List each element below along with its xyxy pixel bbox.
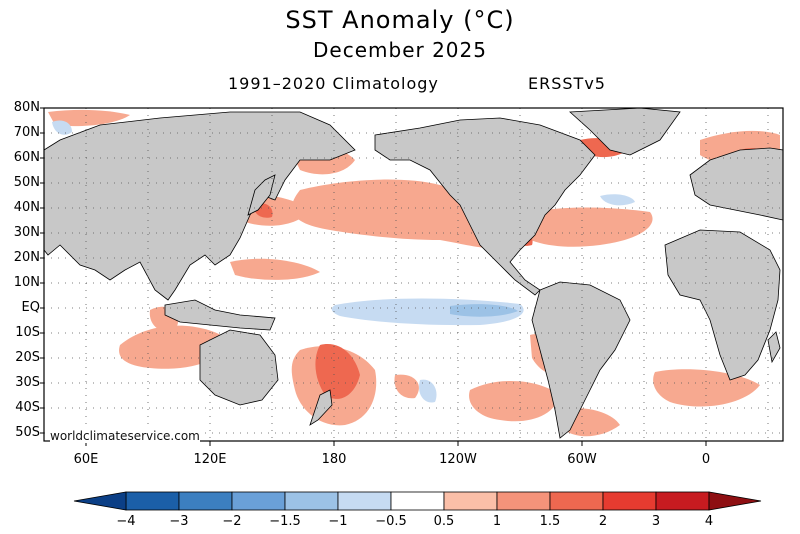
lat-label-20s: 20S	[15, 350, 40, 365]
eurasia	[43, 111, 356, 301]
maritime-continent	[164, 299, 276, 331]
colorbar-swatch	[231, 491, 286, 511]
north-america	[374, 117, 596, 296]
lat-label-10s: 10S	[15, 325, 40, 340]
madagascar	[767, 331, 781, 364]
colorbar-swatch	[178, 491, 233, 511]
dataset-label: ERSSTv5	[528, 74, 606, 93]
lon-label-60e: 60E	[73, 452, 99, 467]
new-zealand	[309, 389, 333, 426]
colorbar-label: −4	[116, 514, 136, 529]
colorbar-label: −2	[222, 514, 242, 529]
lat-label-30s: 30S	[15, 375, 40, 390]
axis-ticks	[40, 107, 707, 446]
map-subtitle: December 2025	[313, 38, 487, 62]
colorbar-high-arrow	[708, 491, 762, 511]
lat-label-50n: 50N	[13, 175, 40, 190]
map-frame	[43, 107, 784, 442]
colorbar-swatch	[284, 491, 339, 511]
lat-label-30n: 30N	[13, 225, 40, 240]
lat-label-60n: 60N	[13, 150, 40, 165]
lat-label-40n: 40N	[13, 200, 40, 215]
colorbar-low-arrow	[73, 491, 127, 511]
africa	[664, 229, 781, 381]
colorbar-swatch	[337, 491, 392, 511]
lat-label-70n: 70N	[13, 125, 40, 140]
lon-label-180: 180	[321, 452, 347, 467]
colorbar-label: −0.5	[375, 514, 407, 529]
colorbar-label: 3	[651, 514, 661, 529]
map-title: SST Anomaly (°C)	[285, 6, 515, 34]
colorbar-swatch	[602, 491, 657, 511]
lat-label-20n: 20N	[13, 250, 40, 265]
colorbar-label: −3	[169, 514, 189, 529]
lat-label-10n: 10N	[13, 275, 40, 290]
colorbar-label: 1	[492, 514, 502, 529]
lon-label-120w: 120W	[439, 452, 477, 467]
colorbar-swatch	[390, 491, 445, 511]
lon-label-120e: 120E	[193, 452, 227, 467]
colorbar-label: 2	[598, 514, 608, 529]
colorbar-label: 0.5	[433, 514, 455, 529]
colorbar-swatch	[443, 491, 498, 511]
lat-label-80n: 80N	[13, 100, 40, 115]
strong-cool-anomalies	[450, 304, 518, 317]
colorbar-label: −1.5	[269, 514, 301, 529]
greenland	[569, 107, 681, 156]
colorbar	[73, 491, 762, 511]
credit-text: worldclimateservice.com	[50, 429, 200, 443]
colorbar-swatch	[655, 491, 710, 511]
lat-label-eq: EQ	[21, 300, 40, 315]
colorbar-swatch	[549, 491, 604, 511]
lat-label-50s: 50S	[15, 425, 40, 440]
lon-label-0: 0	[701, 452, 711, 467]
colorbar-swatch	[496, 491, 551, 511]
colorbar-label: 4	[704, 514, 714, 529]
lon-label-60w: 60W	[567, 452, 597, 467]
australia	[199, 329, 279, 406]
land-masses	[43, 107, 784, 439]
colorbar-swatch	[125, 491, 180, 511]
colorbar-label: 1.5	[539, 514, 561, 529]
climatology-label: 1991–2020 Climatology	[228, 74, 439, 93]
colorbar-label: −1	[328, 514, 348, 529]
japan	[247, 174, 276, 216]
lat-label-40s: 40S	[15, 400, 40, 415]
south-america	[531, 281, 631, 439]
